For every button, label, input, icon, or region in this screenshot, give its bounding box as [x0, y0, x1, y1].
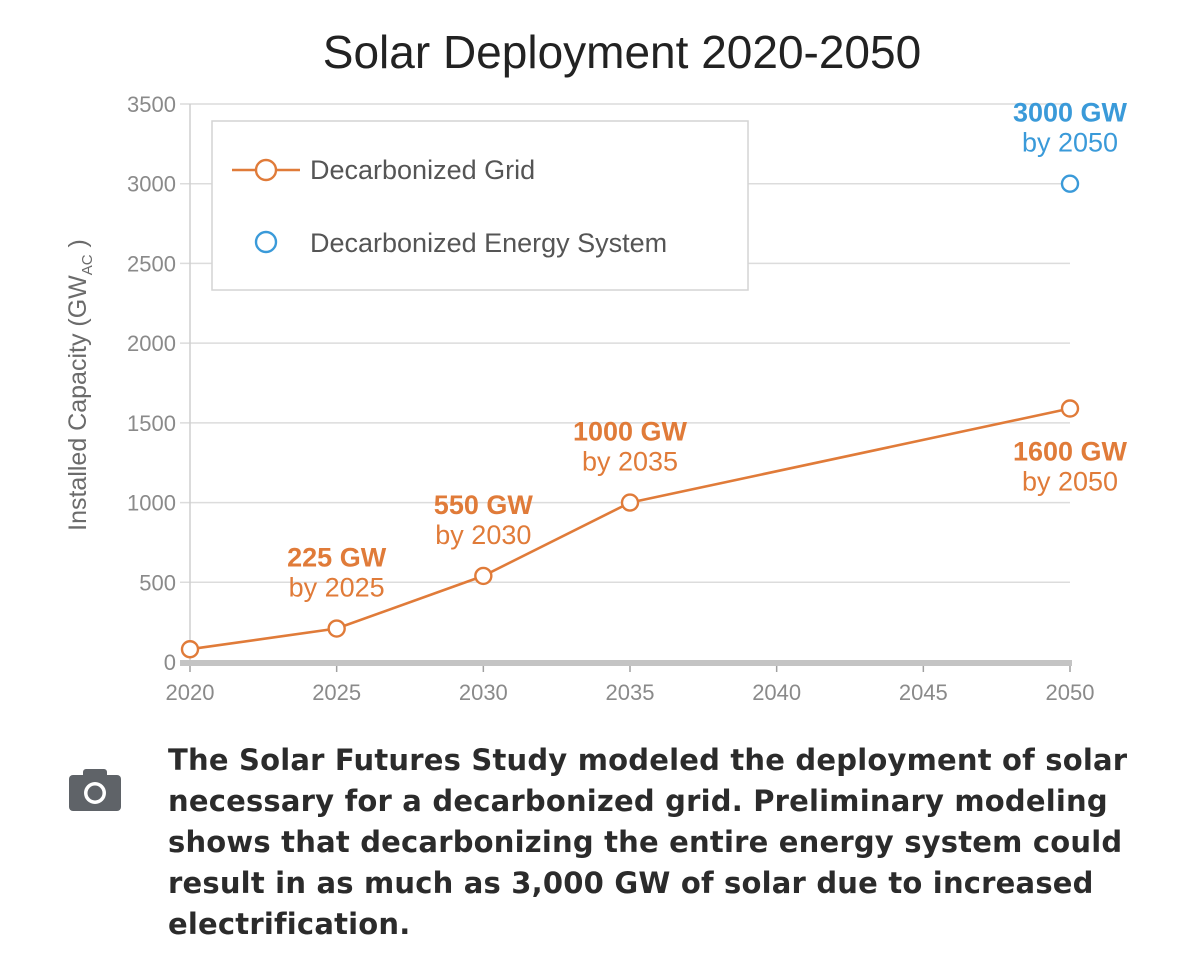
figure-caption: The Solar Futures Study modeled the depl… — [68, 740, 1178, 960]
data-label: by 2035 — [582, 447, 678, 477]
legend-marker — [254, 158, 278, 182]
legend-marker — [254, 230, 278, 254]
legend-box — [211, 120, 749, 291]
x-tick-label: 2035 — [606, 680, 655, 705]
x-tick-label: 2045 — [899, 680, 948, 705]
caption-text: The Solar Futures Study modeled the depl… — [168, 743, 1128, 941]
y-tick-label: 0 — [164, 650, 176, 675]
data-point-marker — [620, 493, 640, 512]
data-label: 1000 GW — [573, 417, 688, 447]
data-label: by 2025 — [289, 573, 385, 603]
x-tick-label: 2050 — [1046, 680, 1095, 705]
data-point-marker — [474, 566, 493, 586]
y-tick-label: 500 — [139, 570, 176, 595]
data-point-marker — [180, 640, 200, 659]
data-point-marker — [1060, 399, 1080, 418]
y-tick-label: 1000 — [127, 491, 176, 516]
x-tick-label: 2040 — [752, 680, 801, 705]
y-tick-label: 2500 — [127, 251, 176, 276]
data-label: 1600 GW — [1013, 437, 1128, 467]
data-label: 3000 GW — [1013, 98, 1128, 128]
data-label: 225 GW — [287, 543, 387, 573]
y-tick-label: 1500 — [127, 411, 176, 436]
camera-icon[interactable] — [68, 768, 122, 812]
chart-title: Solar Deployment 2020-2050 — [323, 26, 921, 78]
legend-label: Decarbonized Grid — [310, 155, 535, 185]
x-tick-label: 2030 — [459, 680, 508, 705]
x-tick-label: 2025 — [312, 680, 361, 705]
y-tick-label: 2000 — [127, 331, 176, 356]
data-point-marker — [327, 619, 346, 638]
legend: Decarbonized Grid Decarbonized Energy Sys… — [211, 120, 749, 291]
y-axis-label: Installed Capacity (GWAC ) — [64, 239, 96, 531]
legend-label: Decarbonized Energy System — [310, 228, 667, 258]
data-label: by 2030 — [435, 520, 531, 550]
data-point-marker — [1060, 174, 1080, 193]
x-tick-label: 2020 — [166, 680, 215, 705]
data-label: 550 GW — [434, 490, 534, 520]
data-label: by 2050 — [1022, 467, 1118, 497]
x-axis-line — [180, 660, 1072, 666]
data-label: by 2050 — [1022, 128, 1118, 158]
y-tick-label: 3500 — [127, 92, 176, 117]
chart: Solar Deployment 2020-2050 0 500 1000 1500 20… — [64, 26, 1128, 705]
y-tick-label: 3000 — [127, 172, 176, 197]
